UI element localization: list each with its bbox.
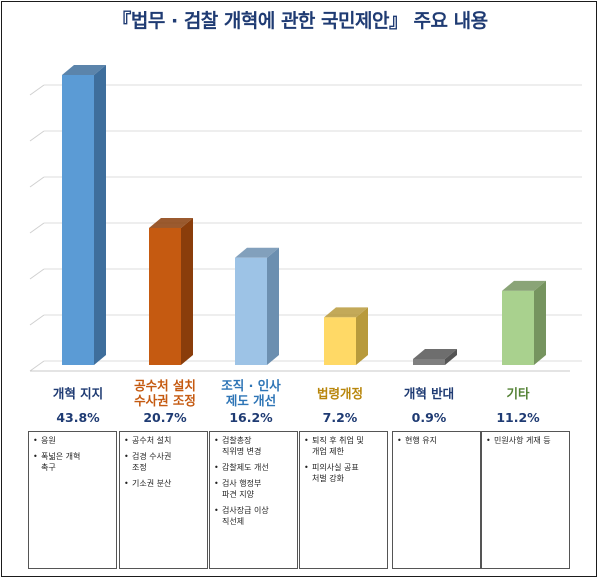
detail-item: 검경 수사권 조정	[124, 451, 203, 473]
detail-item: 현행 유지	[397, 435, 476, 446]
bar-5	[413, 349, 457, 365]
detail-box: 민원사항 게재 등	[481, 431, 570, 569]
gridline-diagonal	[29, 268, 45, 280]
bar-side	[181, 217, 193, 365]
bar-front	[413, 359, 445, 365]
value-label: 20.7%	[143, 410, 187, 425]
detail-box: 검찰총장 직위명 변경감찰제도 개선검사 행정부 파견 지양검사장급 이상 직선…	[209, 431, 298, 569]
bar-side	[534, 280, 546, 365]
category-label: 개혁 지지	[52, 386, 104, 401]
gridline-diagonal	[29, 314, 45, 326]
bar-top	[324, 307, 368, 318]
value-label: 0.9%	[411, 410, 447, 425]
detail-item: 감찰제도 개선	[214, 462, 293, 473]
bar-top	[413, 349, 457, 359]
detail-item: 피의사실 공표 처벌 강화	[304, 462, 383, 484]
detail-item: 퇴직 후 취업 및 개업 제한	[304, 435, 383, 457]
bar-front	[62, 75, 94, 365]
bar-side	[445, 349, 457, 365]
bar-top	[62, 65, 106, 75]
bar-top	[502, 280, 546, 291]
detail-box: 공수처 설치검경 수사권 조정기소권 분산	[119, 431, 208, 569]
bar-front	[324, 317, 356, 365]
detail-item: 응원	[33, 435, 112, 446]
gridline-diagonal	[29, 222, 45, 234]
bar-top	[235, 247, 279, 258]
bar-front	[235, 257, 267, 365]
chart-title: 『법무 · 검찰 개혁에 관한 국민제안』 주요 내용	[112, 10, 488, 32]
gridlines	[29, 84, 582, 372]
gridline-diagonal	[29, 130, 45, 142]
bar-6	[502, 280, 546, 365]
detail-list: 공수처 설치검경 수사권 조정기소권 분산	[124, 435, 203, 489]
detail-list: 민원사항 게재 등	[486, 435, 565, 446]
bar-front	[502, 290, 534, 365]
bar-2	[149, 217, 193, 365]
bar-4	[324, 307, 368, 365]
detail-item: 민원사항 게재 등	[486, 435, 565, 446]
bar-side	[356, 307, 368, 365]
detail-item: 검사 행정부 파견 지양	[214, 478, 293, 500]
detail-box: 현행 유지	[392, 431, 481, 569]
detail-item: 검찰총장 직위명 변경	[214, 435, 293, 457]
gridline-diagonal	[29, 84, 45, 96]
detail-list: 응원폭넓은 개혁 촉구	[33, 435, 112, 473]
category-label: 공수처 설치 수사권 조정	[134, 378, 196, 408]
detail-item: 검사장급 이상 직선제	[214, 505, 293, 527]
bar-front	[149, 227, 181, 365]
category-label: 법령개정	[316, 386, 363, 401]
value-label: 16.2%	[229, 410, 273, 425]
bar-side	[267, 247, 279, 365]
bar-side	[94, 65, 106, 365]
detail-item: 공수처 설치	[124, 435, 203, 446]
gridline-diagonal	[29, 176, 45, 188]
bar-1	[62, 65, 106, 365]
value-label: 7.2%	[322, 410, 358, 425]
gridline-diagonal	[29, 360, 45, 372]
category-label: 조직 · 인사 제도 개선	[221, 378, 281, 408]
detail-list: 검찰총장 직위명 변경감찰제도 개선검사 행정부 파견 지양검사장급 이상 직선…	[214, 435, 293, 527]
category-label: 개혁 반대	[403, 386, 455, 401]
detail-box: 응원폭넓은 개혁 촉구	[28, 431, 117, 569]
detail-item: 기소권 분산	[124, 478, 203, 489]
value-label: 43.8%	[56, 410, 100, 425]
detail-box: 퇴직 후 취업 및 개업 제한피의사실 공표 처벌 강화	[299, 431, 388, 569]
bar-top	[149, 217, 193, 228]
bar-3	[235, 247, 279, 365]
value-label: 11.2%	[496, 410, 540, 425]
detail-list: 퇴직 후 취업 및 개업 제한피의사실 공표 처벌 강화	[304, 435, 383, 484]
detail-item: 폭넓은 개혁 촉구	[33, 451, 112, 473]
detail-list: 현행 유지	[397, 435, 476, 446]
category-label: 기타	[506, 386, 530, 401]
